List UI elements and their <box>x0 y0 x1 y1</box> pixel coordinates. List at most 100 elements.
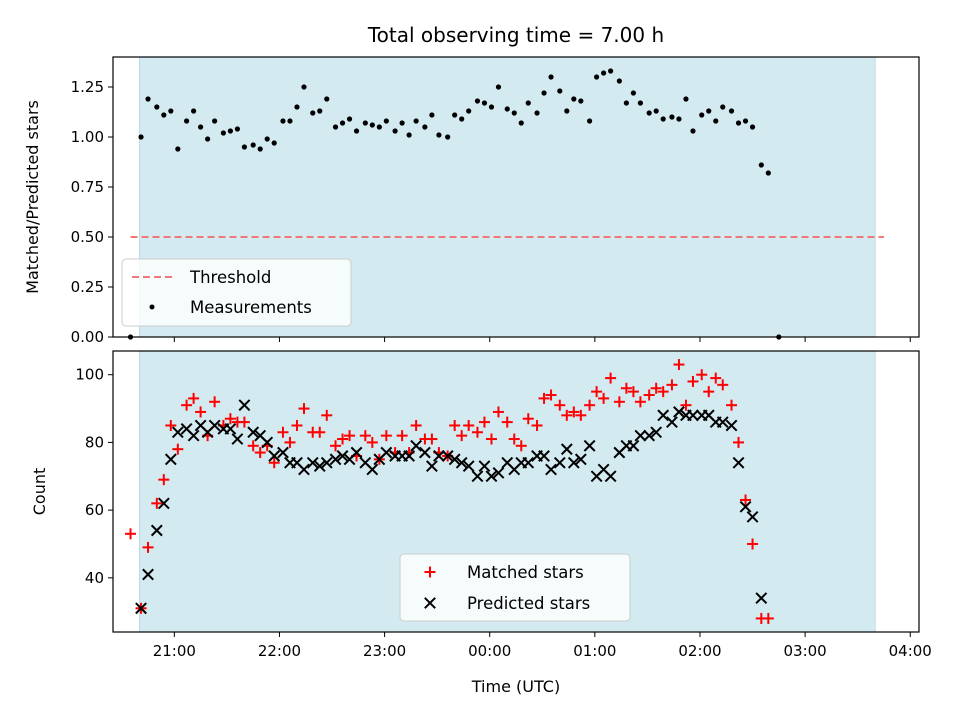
measurement-point <box>699 112 705 118</box>
predicted-star-point <box>418 446 431 459</box>
predicted-star-point <box>627 439 640 452</box>
measurement-point <box>399 120 405 126</box>
measurement-point <box>518 120 524 126</box>
matched-star-point <box>456 430 468 442</box>
cross-stroke <box>567 456 580 469</box>
measurement-point <box>504 106 510 112</box>
predicted-star-point <box>277 446 289 459</box>
measurement-point <box>706 108 712 114</box>
predicted-star-point <box>574 453 587 466</box>
measurement-point <box>742 118 749 124</box>
measurement-point <box>713 118 719 124</box>
cross-stroke <box>238 399 251 412</box>
cross-stroke <box>135 602 147 615</box>
cross-stroke <box>247 426 260 439</box>
matched-star-point <box>366 436 378 448</box>
cross-stroke <box>583 439 596 452</box>
predicted-star-point <box>403 450 416 462</box>
measurement-point <box>250 142 256 148</box>
predicted-star-point <box>150 524 163 537</box>
matched-star-point <box>634 396 646 408</box>
predicted-star-point <box>583 439 596 452</box>
matched-legend-marker <box>424 566 436 578</box>
predicted-star-point <box>553 456 566 469</box>
matched-star-point <box>598 392 610 404</box>
ratio-y-axis-label: Matched/Predicted stars <box>23 100 42 294</box>
predicted-star-point <box>716 416 729 429</box>
matched-star-point <box>650 382 662 394</box>
predicted-star-point <box>306 456 319 469</box>
measurement-point <box>294 104 300 110</box>
measurement-point <box>369 122 375 128</box>
measurement-point <box>324 96 330 102</box>
cross-stroke <box>560 443 573 456</box>
measurement-point <box>183 118 190 124</box>
matched-star-point <box>605 372 617 384</box>
ratio-y-tick-label: 0.75 <box>71 178 104 196</box>
measurement-point <box>346 116 353 122</box>
cross-stroke <box>180 422 193 435</box>
cross-stroke <box>313 460 326 473</box>
predicted-star-point <box>755 592 768 605</box>
matched-star-point <box>666 379 678 391</box>
measurement-point <box>280 118 286 124</box>
measurement-point <box>138 134 144 140</box>
predicted-star-point <box>545 463 557 476</box>
matched-star-point <box>538 392 550 404</box>
cross-stroke <box>448 453 461 466</box>
predicted-star-point <box>313 460 326 473</box>
matched-star-point <box>344 430 356 442</box>
matched-star-point <box>158 474 170 486</box>
predicted-star-point <box>492 466 505 479</box>
predicted-star-point <box>471 470 484 483</box>
matched-star-point <box>726 399 738 411</box>
cross-stroke <box>725 419 738 432</box>
matched-star-point <box>613 396 625 408</box>
cross-stroke <box>306 456 319 469</box>
predicted-star-point <box>410 439 423 452</box>
measurement-point <box>168 108 174 114</box>
predicted-star-point <box>666 416 678 429</box>
measurement-point <box>205 136 211 142</box>
predicted-star-point <box>268 450 281 462</box>
measurement-point <box>758 162 764 168</box>
matched-star-point <box>575 409 587 421</box>
predicted-star-point <box>650 426 663 439</box>
cross-stroke <box>441 450 454 462</box>
measurement-point <box>481 100 488 106</box>
cross-stroke <box>187 429 200 442</box>
predicted-stars-legend-label: Predicted stars <box>467 594 590 613</box>
measurement-point <box>198 124 204 130</box>
predicted-star-point <box>732 456 745 469</box>
matched-star-point <box>125 528 137 540</box>
matched-star-point <box>501 416 513 428</box>
matched-star-point <box>561 409 573 421</box>
count-y-tick-label: 100 <box>75 366 104 384</box>
predicted-star-point <box>261 436 274 449</box>
matched-star-point <box>591 386 603 398</box>
ratio-legend-box <box>121 258 352 327</box>
cross-stroke <box>538 450 550 462</box>
matched-stars-legend-swatch <box>424 566 436 578</box>
matched-star-point <box>643 389 655 401</box>
predicted-star-point <box>462 460 475 473</box>
measurement-point <box>376 124 382 130</box>
measurement-point <box>220 130 226 136</box>
predicted-star-point <box>231 433 244 445</box>
cross-stroke <box>194 419 207 432</box>
predicted-star-point <box>725 419 738 432</box>
cross-stroke <box>359 456 372 469</box>
predicted-star-point <box>380 446 393 459</box>
matched-star-point <box>463 419 475 431</box>
measurement-point <box>594 74 600 80</box>
matched-star-point <box>717 379 729 391</box>
predicted-star-point <box>739 500 752 513</box>
measurement-point <box>234 126 241 132</box>
measurement-point <box>608 68 614 74</box>
measurement-point <box>310 110 316 116</box>
measurement-point <box>452 112 458 118</box>
cross-stroke <box>597 463 610 476</box>
matched-star-point <box>762 612 774 624</box>
measurement-point <box>339 120 346 126</box>
measurement-point <box>154 104 160 110</box>
